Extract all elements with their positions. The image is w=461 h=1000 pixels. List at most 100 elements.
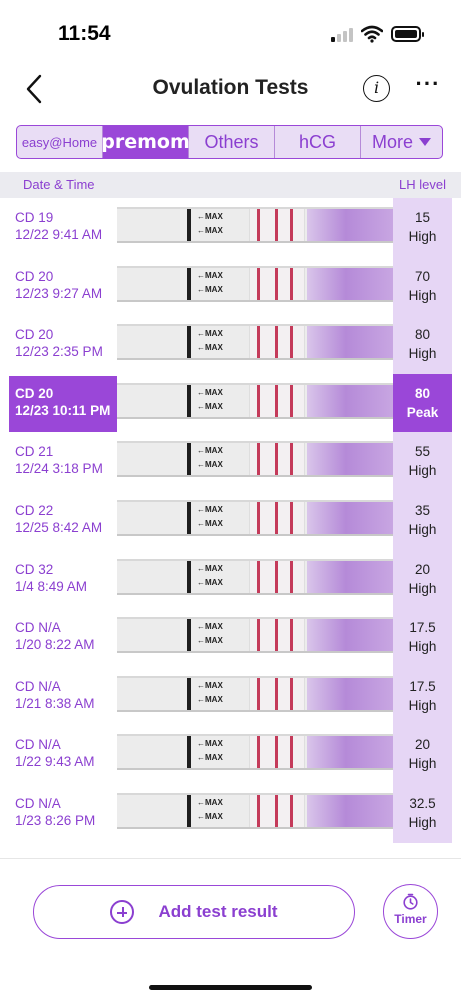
test-row[interactable]: CD 20 12/23 10:11 PM ←MAX ←MAX 80 Peak bbox=[0, 373, 461, 433]
lh-status: High bbox=[408, 756, 437, 772]
lh-status: High bbox=[408, 815, 437, 830]
test-datetime: 1/22 9:43 AM bbox=[15, 754, 95, 770]
strip-max-label: ←MAX bbox=[197, 577, 223, 587]
timer-label: Timer bbox=[394, 912, 427, 926]
strip-test-line bbox=[257, 267, 260, 300]
test-row[interactable]: CD 20 12/23 9:27 AM ←MAX ←MAX 70 High bbox=[0, 256, 461, 316]
strip-max-label: ←MAX bbox=[197, 798, 223, 807]
lh-level-cell: 70 High bbox=[393, 256, 452, 316]
strip-test-line bbox=[257, 209, 260, 241]
strip-lh-handle bbox=[307, 677, 393, 710]
date-cell: CD N/A 1/20 8:22 AM bbox=[9, 610, 117, 666]
strip-test-line bbox=[275, 677, 278, 710]
test-row[interactable]: CD 20 12/23 2:35 PM ←MAX ←MAX 80 High bbox=[0, 315, 461, 374]
strip-control-line bbox=[290, 736, 293, 769]
strip-test-line bbox=[275, 560, 278, 593]
test-row[interactable]: CD 19 12/22 9:41 AM ←MAX ←MAX 15 High bbox=[0, 198, 461, 257]
strip-max-bar bbox=[187, 267, 191, 300]
strip-max-label: ←MAX bbox=[197, 401, 223, 411]
battery-icon bbox=[391, 26, 424, 42]
test-strip-image: ←MAX ←MAX bbox=[117, 382, 393, 419]
lh-status: High bbox=[408, 346, 437, 362]
strip-test-line bbox=[275, 443, 278, 476]
strip-test-line bbox=[257, 677, 260, 710]
strip-max-bar bbox=[187, 795, 191, 827]
strip-max-bar bbox=[187, 677, 191, 710]
lh-value: 35 bbox=[414, 503, 431, 518]
more-options-icon[interactable]: ··· bbox=[415, 71, 441, 96]
test-row[interactable]: CD N/A 1/22 9:43 AM ←MAX ←MAX 20 High bbox=[0, 725, 461, 784]
lh-value: 17.5 bbox=[409, 678, 436, 694]
lh-status: High bbox=[408, 229, 437, 244]
test-row[interactable]: CD 22 12/25 8:42 AM ←MAX ←MAX 35 High bbox=[0, 491, 461, 550]
strip-max-bar bbox=[187, 560, 191, 593]
tab-easy-label: easy@Home bbox=[21, 134, 98, 150]
tab-hcg[interactable]: hCG bbox=[275, 126, 361, 158]
lh-value: 55 bbox=[414, 444, 431, 460]
add-test-result-button[interactable]: Add test result bbox=[33, 885, 355, 939]
cellular-signal-icon bbox=[331, 28, 353, 42]
tab-more[interactable]: More bbox=[361, 126, 442, 158]
lh-status: High bbox=[408, 639, 437, 655]
divider bbox=[0, 858, 461, 859]
strip-test-line bbox=[275, 619, 278, 652]
caret-down-icon bbox=[419, 138, 431, 146]
cycle-day: CD 20 bbox=[15, 385, 54, 401]
strip-max-label: ←MAX bbox=[197, 284, 223, 294]
strip-test-line bbox=[275, 326, 278, 359]
strip-max-bar bbox=[187, 384, 191, 417]
date-cell: CD 19 12/22 9:41 AM bbox=[9, 200, 117, 256]
test-row[interactable]: CD 21 12/24 3:18 PM ←MAX ←MAX 55 High bbox=[0, 432, 461, 491]
brand-tabs: easy@Home premom Others hCG More bbox=[16, 125, 443, 159]
strip-lh-handle bbox=[307, 209, 393, 241]
strip-max-label: ←MAX bbox=[197, 226, 223, 235]
strip-max-label: ←MAX bbox=[197, 636, 223, 646]
test-datetime: 1/20 8:22 AM bbox=[15, 637, 95, 653]
strip-max-label: ←MAX bbox=[197, 329, 223, 339]
tab-others[interactable]: Others bbox=[189, 126, 275, 158]
timer-button[interactable]: Timer bbox=[383, 884, 438, 939]
strip-max-label: ←MAX bbox=[197, 505, 223, 514]
lh-status: High bbox=[408, 463, 437, 479]
strip-test-line bbox=[257, 619, 260, 652]
lh-value: 20 bbox=[414, 737, 431, 753]
test-strip-image: ←MAX ←MAX bbox=[117, 793, 393, 829]
back-chevron-icon[interactable] bbox=[20, 72, 48, 106]
cycle-day: CD N/A bbox=[15, 796, 61, 811]
test-row[interactable]: CD N/A 1/21 8:38 AM ←MAX ←MAX 17.5 High bbox=[0, 666, 461, 726]
strip-lh-handle bbox=[307, 560, 393, 593]
date-cell: CD N/A 1/23 8:26 PM bbox=[9, 786, 117, 842]
tab-hcg-label: hCG bbox=[298, 131, 336, 152]
lh-level-cell: 32.5 High bbox=[393, 784, 452, 843]
cycle-day: CD N/A bbox=[15, 620, 61, 636]
test-strip-image: ←MAX ←MAX bbox=[117, 441, 393, 478]
lh-status: High bbox=[408, 580, 437, 596]
test-row[interactable]: CD N/A 1/20 8:22 AM ←MAX ←MAX 17.5 High bbox=[0, 608, 461, 667]
strip-test-line bbox=[257, 502, 260, 534]
strip-max-label: ←MAX bbox=[197, 563, 223, 573]
strip-lh-handle bbox=[307, 267, 393, 300]
test-strip-image: ←MAX ←MAX bbox=[117, 265, 393, 302]
strip-test-line bbox=[257, 443, 260, 476]
lh-value: 80 bbox=[414, 385, 431, 401]
info-icon[interactable]: i bbox=[363, 75, 390, 102]
test-datetime: 12/23 2:35 PM bbox=[15, 344, 103, 360]
strip-max-bar bbox=[187, 502, 191, 534]
tab-easy-at-home[interactable]: easy@Home bbox=[17, 126, 103, 158]
cycle-day: CD 20 bbox=[15, 327, 54, 343]
cycle-day: CD 21 bbox=[15, 444, 54, 460]
strip-control-line bbox=[290, 209, 293, 241]
lh-value: 20 bbox=[414, 561, 431, 577]
strip-max-label: ←MAX bbox=[197, 739, 223, 749]
cycle-day: CD 19 bbox=[15, 210, 54, 225]
lh-level-cell: 55 High bbox=[393, 432, 452, 491]
test-row[interactable]: CD 32 1/4 8:49 AM ←MAX ←MAX 20 High bbox=[0, 549, 461, 609]
strip-lh-handle bbox=[307, 384, 393, 417]
strip-max-label: ←MAX bbox=[197, 270, 223, 280]
strip-max-label: ←MAX bbox=[197, 812, 223, 821]
test-datetime: 12/23 10:11 PM bbox=[15, 402, 111, 418]
date-cell: CD N/A 1/22 9:43 AM bbox=[9, 727, 117, 783]
tab-premom[interactable]: premom bbox=[101, 126, 190, 158]
test-strip-image: ←MAX ←MAX bbox=[117, 500, 393, 536]
test-row[interactable]: CD N/A 1/23 8:26 PM ←MAX ←MAX 32.5 High bbox=[0, 784, 461, 843]
